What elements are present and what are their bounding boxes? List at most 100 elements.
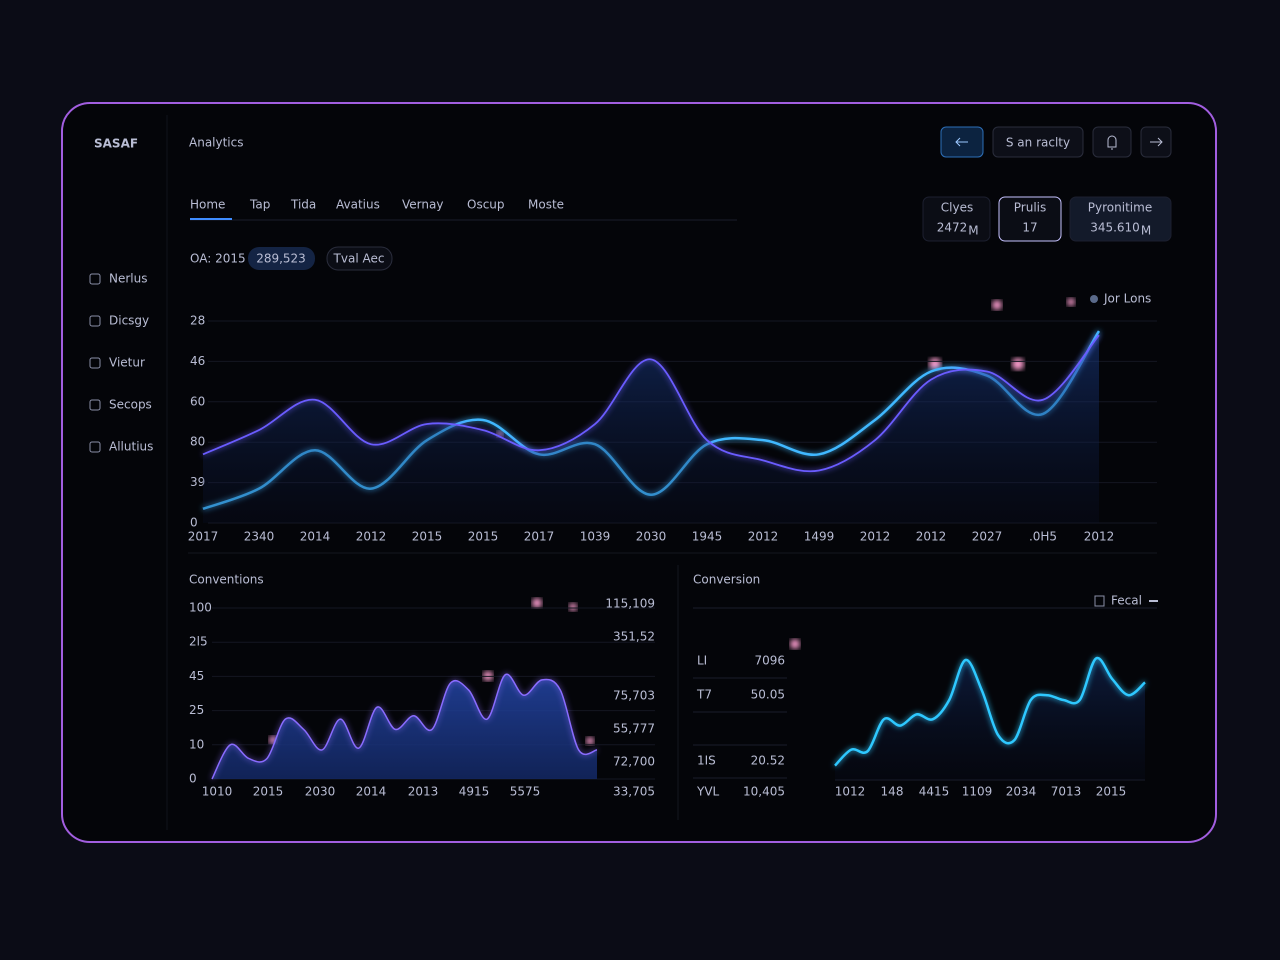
x-tick-label: 2017: [524, 530, 555, 544]
bell-button[interactable]: [1092, 126, 1132, 158]
side-label: 115,109: [605, 597, 655, 611]
y-tick-label: 0: [190, 516, 198, 530]
filter[interactable]: Tval Aec: [333, 252, 385, 266]
table-cell: 10,405: [743, 785, 785, 799]
side-label: 72,700: [613, 755, 655, 769]
x-tick-label: 2017: [188, 530, 219, 544]
page-title: Analytics: [189, 136, 244, 150]
area-outline: [211, 673, 598, 780]
filter: OA: 2015: [190, 252, 246, 266]
area: [203, 335, 1099, 523]
x-tick-label: 2015: [1096, 785, 1127, 799]
table-cell: YVL: [696, 785, 720, 799]
y-tick-label: 80: [190, 435, 205, 449]
sidebar-item[interactable]: Secops: [109, 398, 152, 412]
stat-unit: M: [1141, 224, 1151, 238]
y-tick-label: 39: [190, 475, 205, 489]
side-label: 75,703: [613, 689, 655, 703]
stat-label: Pyronitime: [1088, 201, 1152, 215]
x-tick-label: 2030: [636, 530, 667, 544]
y-tick-label: 25: [189, 703, 204, 717]
line: [834, 656, 1146, 767]
x-tick-label: 2015: [412, 530, 443, 544]
x-tick-label: 2015: [468, 530, 499, 544]
brand: SASAF: [94, 137, 138, 151]
x-tick-label: 1010: [202, 785, 233, 799]
y-tick-label: 0: [189, 772, 197, 786]
sidebar-icon: [89, 273, 101, 285]
stat-label: Prulis: [1014, 201, 1046, 215]
line: [202, 334, 1100, 473]
legend-dot: [1090, 295, 1098, 303]
sidebar-item[interactable]: Vietur: [109, 356, 145, 370]
filter-pill[interactable]: [326, 246, 393, 271]
forward-icon: [1150, 137, 1163, 147]
stat-card: [922, 196, 991, 242]
search-box[interactable]: [992, 126, 1084, 158]
table-cell: LI: [697, 654, 707, 668]
tab[interactable]: Tap: [249, 198, 270, 212]
stat-card: [998, 196, 1062, 242]
tab[interactable]: Avatius: [336, 198, 380, 212]
side-label: 33,705: [613, 785, 655, 799]
panel-title: Conventions: [189, 573, 264, 587]
legend-icon: [1094, 595, 1105, 607]
x-tick-label: 1039: [580, 530, 611, 544]
y-tick-label: 28: [190, 314, 205, 328]
x-tick-label: 1012: [835, 785, 866, 799]
y-tick-label: 60: [190, 394, 205, 408]
table-cell: 7096: [754, 654, 785, 668]
table-cell: 50.05: [751, 688, 785, 702]
x-tick-label: 2027: [972, 530, 1003, 544]
stat-card: [1069, 196, 1172, 242]
side-label: 55,777: [613, 722, 655, 736]
legend: Fecal: [1111, 594, 1142, 608]
tab[interactable]: Moste: [528, 198, 564, 212]
table-cell: T7: [696, 688, 712, 702]
sidebar-icon: [89, 315, 101, 327]
stat-value: 17: [1022, 221, 1037, 235]
sidebar-icon: [89, 399, 101, 411]
x-tick-label: 2340: [244, 530, 275, 544]
tab[interactable]: Home: [190, 198, 225, 212]
table-cell: 1IS: [697, 754, 716, 768]
area: [212, 674, 597, 779]
tab[interactable]: Vernay: [402, 198, 443, 212]
legend: Jor Lons: [1103, 292, 1151, 306]
filter[interactable]: 289,523: [256, 252, 306, 266]
x-tick-label: 2014: [300, 530, 331, 544]
x-tick-label: 1945: [692, 530, 723, 544]
panel-title: Conversion: [693, 573, 760, 587]
tab[interactable]: Oscup: [467, 198, 505, 212]
x-tick-label: 2013: [408, 785, 439, 799]
x-tick-label: 7013: [1051, 785, 1082, 799]
stat-value: 2472: [937, 221, 968, 235]
x-tick-label: 2012: [1084, 530, 1115, 544]
x-tick-label: 2034: [1006, 785, 1037, 799]
y-tick-label: 100: [189, 601, 212, 615]
x-tick-label: 148: [881, 785, 904, 799]
x-tick-label: .0H5: [1029, 530, 1057, 544]
x-tick-label: 2012: [748, 530, 779, 544]
sidebar-item[interactable]: Allutius: [109, 440, 153, 454]
sidebar-icon: [89, 441, 101, 453]
x-tick-label: 2012: [916, 530, 947, 544]
filter-pill[interactable]: [248, 247, 315, 270]
sidebar-item[interactable]: Nerlus: [109, 272, 147, 286]
area: [835, 657, 1145, 780]
y-tick-label: 2l5: [189, 635, 208, 649]
x-tick-label: 2012: [860, 530, 891, 544]
bell-icon: [1107, 135, 1117, 150]
stat-value: 345.610: [1090, 221, 1140, 235]
tab[interactable]: Tida: [290, 198, 316, 212]
x-tick-label: 2014: [356, 785, 387, 799]
search-text: S an raclty: [1006, 136, 1070, 150]
back-icon: [955, 137, 968, 147]
x-tick-label: 4415: [919, 785, 950, 799]
x-tick-label: 2012: [356, 530, 387, 544]
sidebar-icon: [89, 357, 101, 369]
x-tick-label: 1499: [804, 530, 835, 544]
sidebar-item[interactable]: Dicsgy: [109, 314, 149, 328]
stat-label: Clyes: [941, 201, 973, 215]
